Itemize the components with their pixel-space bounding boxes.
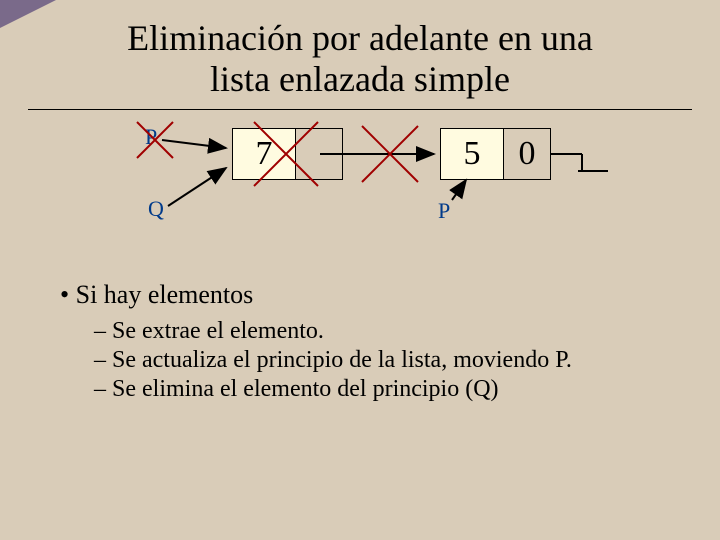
- bullet-main-text: Si hay elementos: [76, 280, 254, 309]
- slide-title: Eliminación por adelante en una lista en…: [0, 0, 720, 101]
- arrow-q-to-node1: [168, 168, 226, 206]
- bullet-sub-1: – Se actualiza el principio de la lista,…: [94, 345, 680, 374]
- bullet-sub-0-text: Se extrae el elemento.: [112, 318, 324, 344]
- bullet-sub-1-text: Se actualiza el principio de la lista, m…: [112, 347, 572, 373]
- title-line2: lista enlazada simple: [210, 59, 510, 99]
- title-line1: Eliminación por adelante en una: [127, 18, 593, 58]
- bullet-sub-2-text: Se elimina el elemento del principio (Q): [112, 376, 499, 402]
- bullet-main: • Si hay elementos: [60, 280, 680, 310]
- bullet-sub-2: – Se elimina el elemento del principio (…: [94, 374, 680, 403]
- diagram-svg: [0, 110, 720, 270]
- cross-over-node1: [254, 122, 318, 186]
- bullet-list: • Si hay elementos – Se extrae el elemen…: [60, 280, 680, 403]
- arrow-p-to-node1: [162, 140, 226, 148]
- linked-list-diagram: 7 5 0 P Q P: [0, 110, 720, 270]
- slide-dogear: [0, 0, 56, 28]
- bullet-sub-0: – Se extrae el elemento.: [94, 316, 680, 345]
- arrow-p-new-to-node2: [452, 180, 466, 200]
